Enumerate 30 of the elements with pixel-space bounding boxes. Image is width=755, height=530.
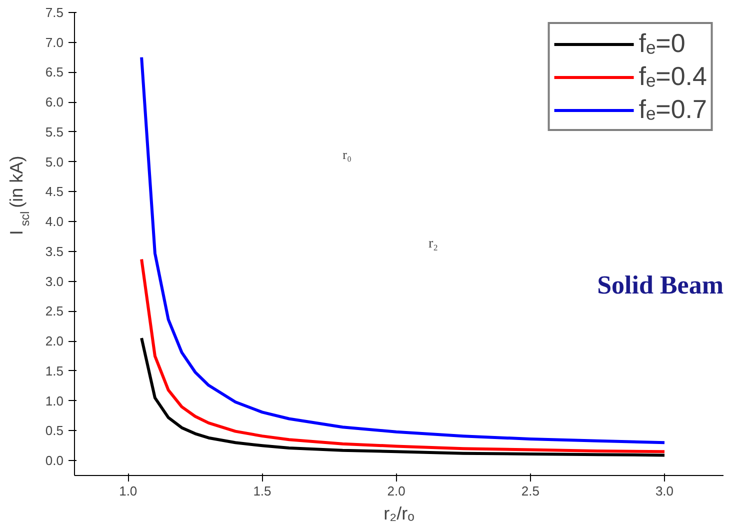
y-axis-title: Iscl (in kA) bbox=[6, 156, 32, 236]
y-tick-label: 6.5 bbox=[45, 64, 64, 80]
y-tick-label: 0.0 bbox=[45, 453, 64, 468]
x-tick-label: 2.5 bbox=[521, 484, 540, 498]
annotation: r₂ bbox=[428, 236, 438, 252]
y-tick-label: 4.5 bbox=[45, 184, 64, 200]
y-tick-label: 2.0 bbox=[45, 334, 64, 349]
x-tick-label: 1.0 bbox=[119, 484, 138, 498]
y-tick-label: 4.0 bbox=[45, 214, 64, 230]
legend-label: fₑ=0 bbox=[638, 28, 686, 59]
y-tick-label: 2.5 bbox=[45, 304, 64, 319]
y-tick-label: 7.0 bbox=[45, 34, 64, 50]
x-tick-label: 1.5 bbox=[253, 484, 272, 498]
y-tick-label: 6.0 bbox=[45, 94, 64, 110]
y-tick-label: 1.5 bbox=[45, 363, 64, 378]
y-tick-label: 5.0 bbox=[45, 154, 64, 170]
x-tick-label: 3.0 bbox=[655, 484, 674, 498]
annotation: Solid Beam bbox=[597, 270, 724, 300]
annotation: r₀ bbox=[342, 146, 352, 162]
y-tick-label: 7.5 bbox=[45, 5, 64, 20]
y-tick-label: 5.5 bbox=[45, 124, 64, 140]
line-series bbox=[140, 336, 666, 457]
y-tick-label: 0.5 bbox=[45, 423, 64, 438]
x-axis-title: r₂/rₒ bbox=[384, 504, 415, 524]
legend-label: fₑ=0.7 bbox=[638, 94, 707, 125]
legend-label: fₑ=0.4 bbox=[638, 61, 707, 92]
x-tick-label: 2.0 bbox=[387, 484, 406, 498]
y-tick-label: 3.5 bbox=[45, 244, 64, 259]
y-tick-label: 1.0 bbox=[45, 393, 64, 408]
y-tick-label: 3.0 bbox=[45, 274, 64, 289]
